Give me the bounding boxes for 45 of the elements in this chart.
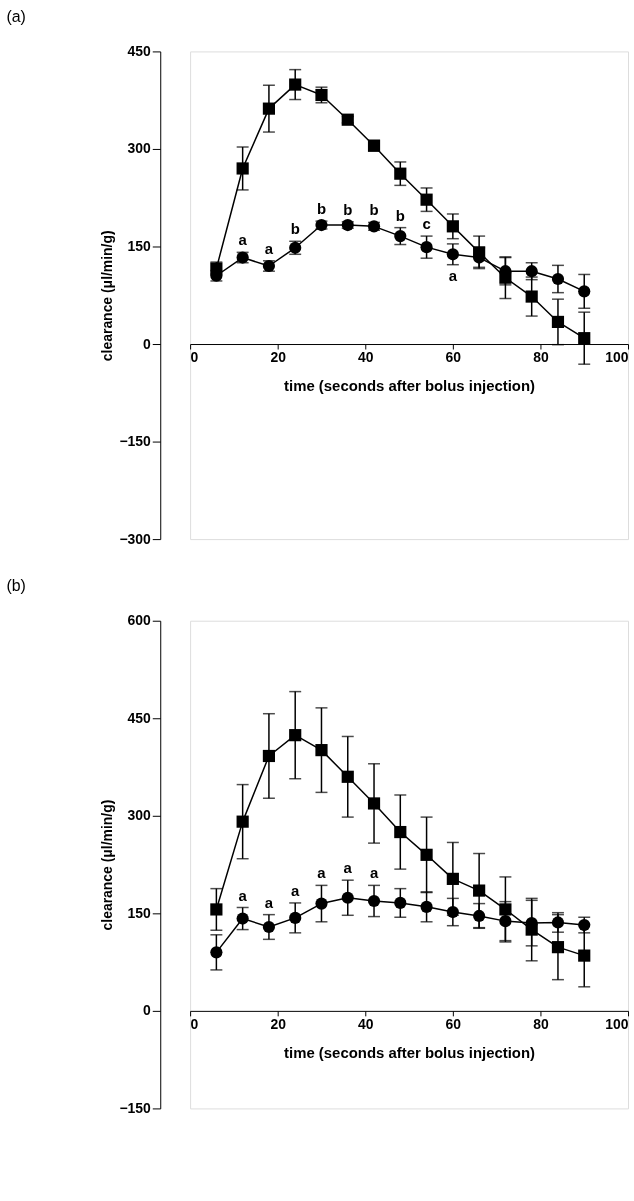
y-tick-label: 300: [127, 807, 152, 824]
data-label: c: [422, 215, 431, 233]
data-label: b: [316, 200, 327, 218]
y-axis-title: clearance (μl/min/g): [99, 230, 116, 362]
y-tick-label: 600: [127, 612, 152, 629]
data-label: b: [395, 206, 405, 224]
x-axis-title: time (seconds after bolus injection): [284, 377, 536, 395]
y-tick-label: −300: [119, 530, 152, 547]
data-label: a: [369, 864, 379, 882]
data-label: a: [448, 266, 458, 284]
data-label: b: [369, 201, 379, 219]
x-tick-label: 40: [358, 1016, 374, 1033]
x-tick-label: 100: [605, 1016, 629, 1033]
x-axis-title: time (seconds after bolus injection): [284, 1044, 536, 1062]
data-label: a: [238, 886, 248, 904]
x-tick-label: 40: [358, 349, 374, 366]
x-tick-label: 80: [533, 349, 549, 366]
y-tick-label: 0: [143, 1002, 152, 1019]
y-tick-label: −150: [119, 1099, 152, 1116]
data-label: a: [264, 239, 274, 257]
y-tick-label: 450: [127, 42, 152, 59]
y-tick-label: 300: [127, 140, 152, 157]
data-label: a: [317, 864, 327, 882]
y-tick-label: 150: [127, 904, 152, 921]
x-tick-label: 20: [270, 349, 287, 366]
x-tick-label: 0: [190, 1016, 199, 1033]
x-tick-label: 60: [445, 1016, 462, 1033]
x-tick-label: 20: [270, 1016, 287, 1033]
data-label: b: [343, 200, 353, 218]
y-tick-label: 450: [127, 709, 152, 726]
x-tick-label: 80: [533, 1016, 549, 1033]
x-tick-label: 60: [445, 349, 462, 366]
x-tick-label: 0: [190, 349, 199, 366]
text: (a): [6, 7, 26, 25]
y-axis-title: clearance (μl/min/g): [99, 799, 116, 931]
data-label: a: [291, 881, 301, 899]
data-label: a: [343, 859, 353, 877]
y-tick-label: 0: [143, 335, 152, 352]
y-tick-label: −150: [119, 433, 152, 450]
x-tick-label: 100: [605, 349, 629, 366]
data-label: a: [238, 231, 248, 249]
text: (b): [6, 576, 26, 594]
y-tick-label: 150: [127, 237, 152, 254]
data-label: b: [290, 220, 300, 238]
data-label: a: [264, 893, 274, 911]
